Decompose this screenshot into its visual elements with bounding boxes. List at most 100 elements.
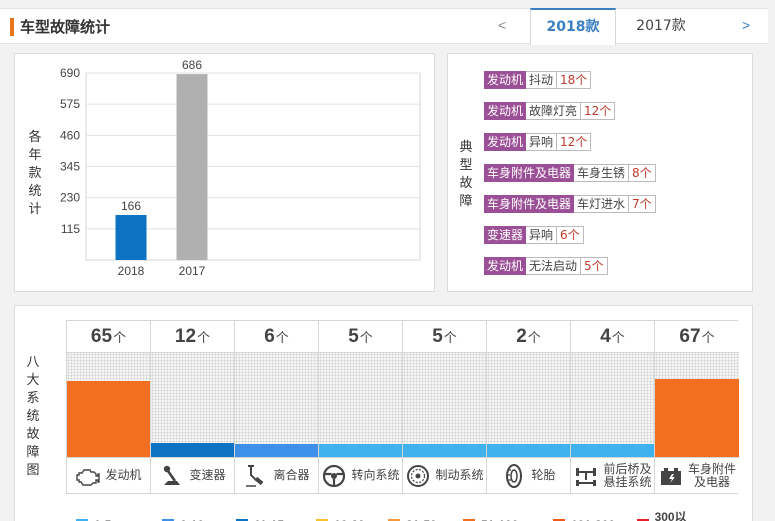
- fault-count: 12个: [557, 133, 592, 151]
- fault-system-tag: 车身附件及电器: [484, 195, 575, 213]
- system-bar-area: [487, 353, 570, 457]
- fault-count: 18个: [557, 71, 592, 89]
- system-count-number: 2: [516, 326, 527, 347]
- legend-swatch: [162, 519, 174, 521]
- system-bar[interactable]: [319, 444, 402, 457]
- system-count-unit: 个: [197, 330, 211, 345]
- system-column[interactable]: 65个发动机: [67, 321, 151, 493]
- legend-item: 51-100: [463, 508, 553, 521]
- system-bar-area: [319, 353, 402, 457]
- legend-item: 6-10: [162, 508, 236, 521]
- system-bar-area: [655, 353, 739, 457]
- system-bar[interactable]: [487, 444, 570, 457]
- axle-suspension-icon: [573, 463, 599, 489]
- yearly-side-label: 各年款统计: [28, 130, 42, 217]
- tab-next-arrow[interactable]: >: [742, 17, 751, 33]
- system-count-unit: 个: [443, 330, 457, 345]
- systems-grid: 65个 发动机 12个 变速器 6个 离合器 5个 转向系统 5个 制动系统 2个 轮胎 4个 前后桥及悬…: [66, 320, 739, 494]
- system-count-unit: 个: [701, 330, 715, 345]
- system-column[interactable]: 2个 轮胎: [487, 321, 571, 493]
- tire-icon: [501, 463, 527, 489]
- system-count-unit: 个: [275, 330, 289, 345]
- system-bar[interactable]: [235, 444, 318, 457]
- bar-2017[interactable]: [176, 74, 208, 260]
- system-bar-area: [403, 353, 486, 457]
- legend-item: 16-20: [316, 508, 388, 521]
- y-tick-label: 690: [60, 66, 80, 80]
- tab-2017[interactable]: 2017款: [636, 18, 686, 34]
- system-count: 4个: [571, 321, 654, 353]
- tab-prev-arrow[interactable]: <: [498, 17, 507, 33]
- fault-name: 车灯进水: [574, 195, 630, 213]
- system-bar[interactable]: [403, 444, 486, 457]
- system-label[interactable]: 发动机: [67, 457, 150, 493]
- systems-side-label: 八大系统故障图: [26, 355, 40, 478]
- legend-item: 300以上: [637, 508, 697, 521]
- legend-label: 1-5: [94, 518, 111, 521]
- system-column[interactable]: 5个制动系统: [403, 321, 487, 493]
- bar-value-label: 166: [121, 199, 141, 213]
- steering-wheel-icon: [321, 463, 347, 489]
- fault-system-tag: 变速器: [484, 226, 527, 244]
- title-accent: [10, 18, 14, 36]
- legend-swatch: [388, 519, 400, 521]
- legend-label: 11-15: [254, 518, 284, 521]
- system-column[interactable]: 6个 离合器: [235, 321, 319, 493]
- fault-item[interactable]: 车身附件及电器 车灯进水 7个: [484, 195, 656, 213]
- system-bar[interactable]: [571, 444, 654, 457]
- system-name: 前后桥及 悬挂系统: [603, 461, 652, 489]
- fault-count: 6个: [557, 226, 584, 244]
- legend-label: 6-10: [180, 518, 204, 521]
- system-label[interactable]: 变速器: [151, 457, 234, 493]
- fault-count: 7个: [629, 195, 656, 213]
- fault-item[interactable]: 车身附件及电器 车身生锈 8个: [484, 164, 656, 182]
- system-bar-area: [151, 353, 234, 457]
- system-bar-area: [67, 353, 150, 457]
- fault-item[interactable]: 发动机 无法启动 5个: [484, 257, 608, 275]
- system-count: 67个: [655, 321, 739, 353]
- system-count-number: 12: [174, 326, 197, 347]
- system-bar[interactable]: [655, 379, 739, 457]
- system-count-number: 5: [432, 326, 443, 347]
- y-tick-label: 460: [60, 128, 80, 142]
- system-count-number: 65: [90, 326, 113, 347]
- system-label[interactable]: 制动系统: [403, 457, 486, 493]
- system-count-unit: 个: [113, 330, 127, 345]
- fault-system-tag: 发动机: [484, 102, 527, 120]
- system-column[interactable]: 67个车身附件 及电器: [655, 321, 739, 493]
- brake-disc-icon: [405, 463, 431, 489]
- system-count: 5个: [319, 321, 402, 353]
- system-count: 12个: [151, 321, 234, 353]
- system-column[interactable]: 5个转向系统: [319, 321, 403, 493]
- system-label[interactable]: 前后桥及 悬挂系统: [571, 457, 654, 493]
- fault-name: 无法启动: [526, 257, 582, 275]
- legend-label: 16-20: [334, 518, 365, 521]
- system-column[interactable]: 12个变速器: [151, 321, 235, 493]
- yearly-bar-chart: 115 230 345 460 575 690 166 2018 686 2017: [60, 58, 421, 278]
- y-tick-label: 115: [61, 222, 80, 236]
- system-label[interactable]: 转向系统: [319, 457, 402, 493]
- fault-item[interactable]: 发动机 异响 12个: [484, 133, 592, 151]
- system-label[interactable]: 轮胎: [487, 457, 570, 493]
- fault-system-tag: 车身附件及电器: [484, 164, 575, 182]
- tab-2018[interactable]: 2018款: [530, 8, 616, 45]
- fault-item[interactable]: 发动机 故障灯亮 12个: [484, 102, 616, 120]
- system-label[interactable]: 离合器: [235, 457, 318, 493]
- legend-item: 101-300: [553, 508, 637, 521]
- system-count-unit: 个: [611, 330, 625, 345]
- clutch-pedal-icon: [243, 463, 269, 489]
- fault-system-tag: 发动机: [484, 133, 527, 151]
- fault-item[interactable]: 变速器 异响 6个: [484, 226, 584, 244]
- x-tick-label: 2017: [179, 264, 206, 278]
- system-name: 轮胎: [531, 468, 556, 482]
- system-column[interactable]: 4个前后桥及 悬挂系统: [571, 321, 655, 493]
- legend-swatch: [463, 519, 475, 521]
- system-label[interactable]: 车身附件 及电器: [655, 457, 739, 493]
- system-bar[interactable]: [67, 381, 150, 457]
- fault-name: 车身生锈: [574, 164, 630, 182]
- bar-2018[interactable]: [115, 215, 147, 260]
- system-count: 65个: [67, 321, 150, 353]
- system-bar[interactable]: [151, 443, 234, 457]
- fault-item[interactable]: 发动机 抖动 18个: [484, 71, 592, 89]
- legend-label: 101-300: [571, 518, 615, 521]
